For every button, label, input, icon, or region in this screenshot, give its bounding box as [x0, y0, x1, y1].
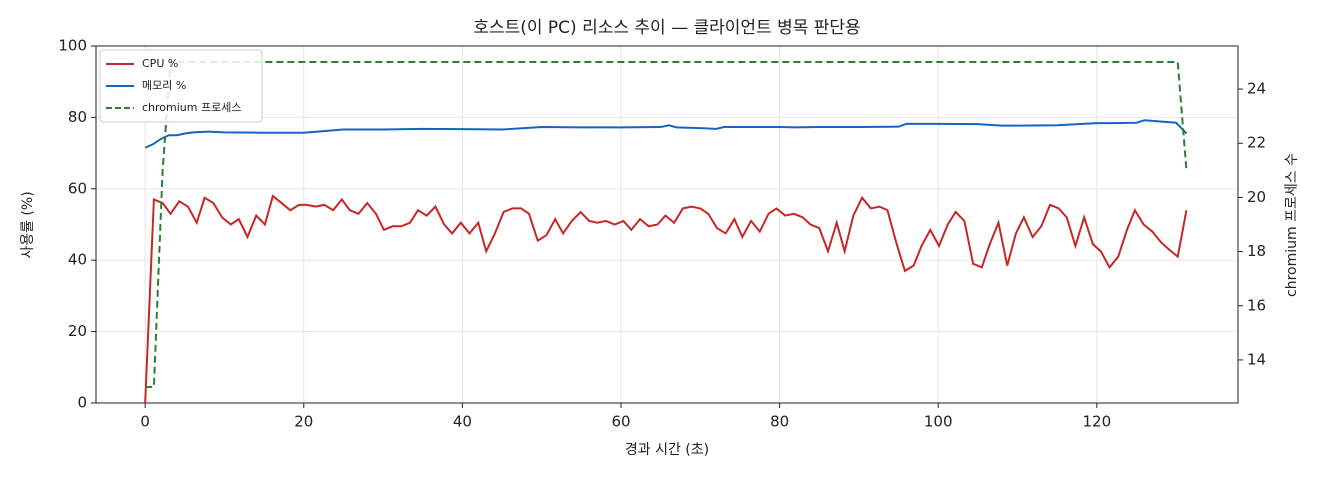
y2-tick-label: 22 — [1247, 134, 1266, 152]
y2-tick-label: 14 — [1247, 350, 1266, 368]
y-tick-label: 20 — [68, 322, 87, 340]
legend-label: CPU % — [142, 57, 178, 70]
legend-box — [99, 49, 263, 123]
legend: CPU % 메모리 % chromium 프로세스 — [99, 49, 263, 123]
plot-frame — [95, 45, 1239, 404]
x-tick-label: 60 — [611, 413, 630, 431]
y-tick-label: 80 — [68, 108, 87, 126]
x-tick-label: 120 — [1083, 413, 1112, 431]
x-tick-label: 20 — [294, 413, 313, 431]
y2-tick-label: 20 — [1247, 188, 1266, 206]
legend-label: chromium 프로세스 — [142, 101, 241, 114]
x-tick-label: 100 — [924, 413, 953, 431]
legend-label: 메모리 % — [142, 79, 186, 92]
x-axis-label: 경과 시간 (초) — [625, 442, 709, 458]
x-tick-label: 80 — [770, 413, 789, 431]
x-tick-label: 0 — [140, 413, 150, 431]
y-axis-label: 사용률 (%) — [20, 191, 36, 258]
y2-tick-label: 16 — [1247, 296, 1266, 314]
y-tick-label: 60 — [68, 179, 87, 197]
y2-axis-label: chromium 프로세스 수 — [1284, 153, 1300, 297]
series-line — [144, 194, 1188, 404]
y-tick-label: 0 — [77, 394, 87, 412]
y2-tick-label: 18 — [1247, 242, 1266, 260]
y2-tick-label: 24 — [1247, 80, 1266, 98]
x-tick-label: 40 — [453, 413, 472, 431]
chart-title: 호스트(이 PC) 리소스 추이 — 클라이언트 병목 판단용 — [473, 18, 860, 38]
series-line — [145, 60, 1188, 389]
series-line — [144, 119, 1188, 149]
y-tick-label: 40 — [68, 251, 87, 269]
y-tick-label: 100 — [58, 37, 87, 55]
